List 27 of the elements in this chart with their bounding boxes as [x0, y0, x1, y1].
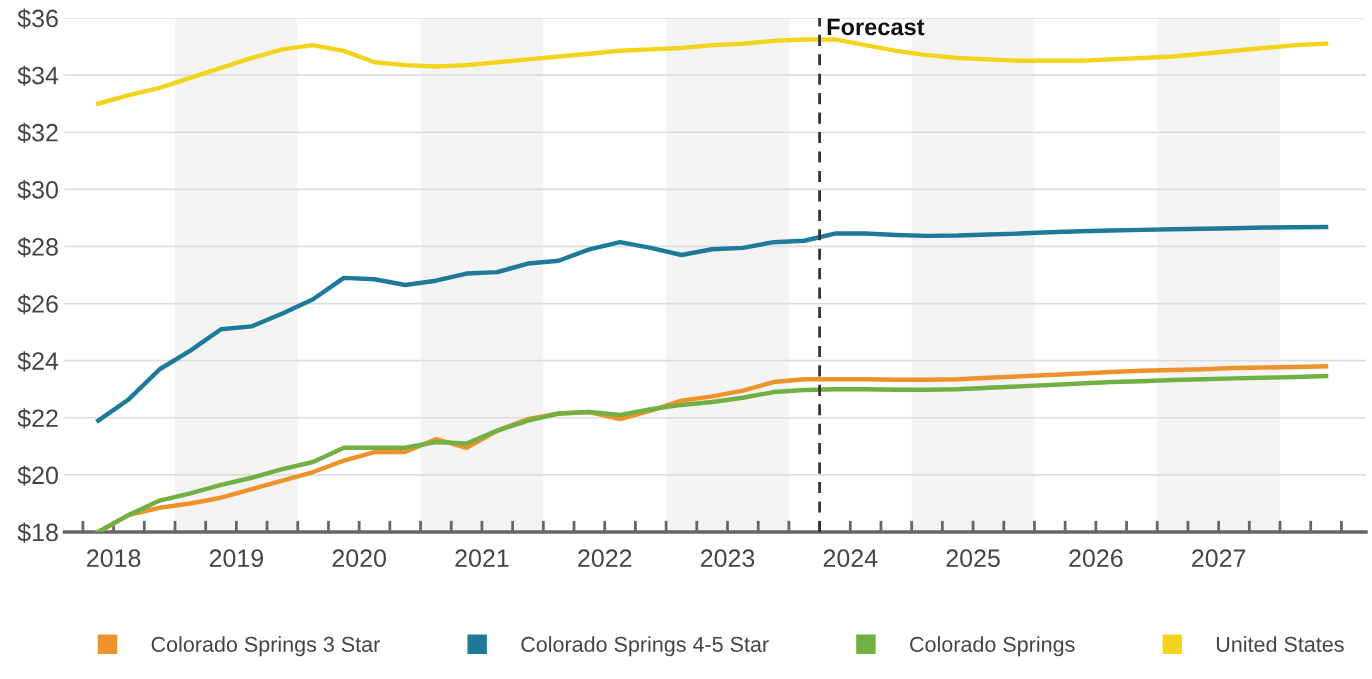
x-tick-label: 2020: [332, 549, 386, 568]
y-tick-label: $36: [17, 8, 58, 29]
legend-label: Colorado Springs: [910, 636, 1075, 657]
line-series: [96, 224, 1329, 423]
legend-label: United States: [1216, 636, 1344, 652]
x-tick-label: 2023: [700, 549, 755, 568]
y-tick-label: $24: [17, 351, 59, 372]
x-tick-label: 2022: [578, 549, 632, 568]
y-tick-label: $30: [17, 179, 58, 201]
y-tick-label: $22: [17, 408, 58, 429]
y-tick-label: $18: [17, 522, 58, 543]
x-tick-label: 2027: [1192, 549, 1246, 568]
ref-line-label: Forecast: [827, 18, 925, 36]
y-tick-label: $34: [17, 65, 59, 86]
x-tick-label: 2024: [823, 549, 878, 568]
x-tick-label: 2018: [87, 549, 141, 568]
x-tick-label: 2021: [455, 549, 509, 568]
x-tick-label: 2026: [1069, 549, 1123, 568]
y-tick-label: $26: [17, 294, 58, 315]
legend-label: Colorado Springs 4-5 Star: [521, 636, 769, 657]
x-tick-label: 2019: [209, 549, 263, 568]
y-tick-label: $20: [17, 465, 58, 486]
y-tick-label: $28: [17, 236, 58, 258]
x-tick-label: 2025: [946, 549, 1000, 568]
y-tick-label: $32: [17, 122, 58, 144]
legend-label: Colorado Springs 3 Star: [151, 636, 380, 657]
line-series: [96, 37, 1329, 106]
